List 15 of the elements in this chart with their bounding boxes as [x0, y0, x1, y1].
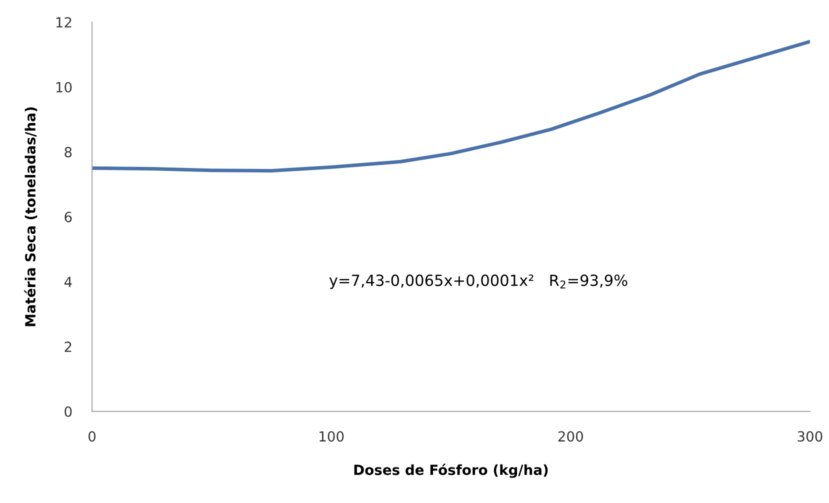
y-tick-label: 0	[64, 406, 72, 417]
y-tick-label: 8	[64, 146, 72, 158]
y-tick-label: 2	[64, 342, 72, 352]
y-tick-label: 4	[64, 276, 72, 287]
x-tick-label: 0	[88, 431, 96, 442]
x-axis-title: Doses de Fósforo (kg/ha)	[354, 464, 548, 478]
x-tick-label: 100	[320, 431, 344, 442]
y-tick-label: 6	[64, 212, 72, 222]
x-tick-label: 200	[558, 431, 583, 442]
y-axis-title: Matéria Seca (toneladas/ha)	[24, 107, 38, 326]
y-tick-label: 10	[56, 82, 72, 92]
annotation: y=7,43-0,0065x+0,0001x² R$_{2}$=93,9%	[329, 274, 628, 290]
y-tick-label: 12	[56, 17, 72, 28]
line-series	[92, 40, 810, 172]
x-tick-label: 300	[798, 431, 822, 442]
